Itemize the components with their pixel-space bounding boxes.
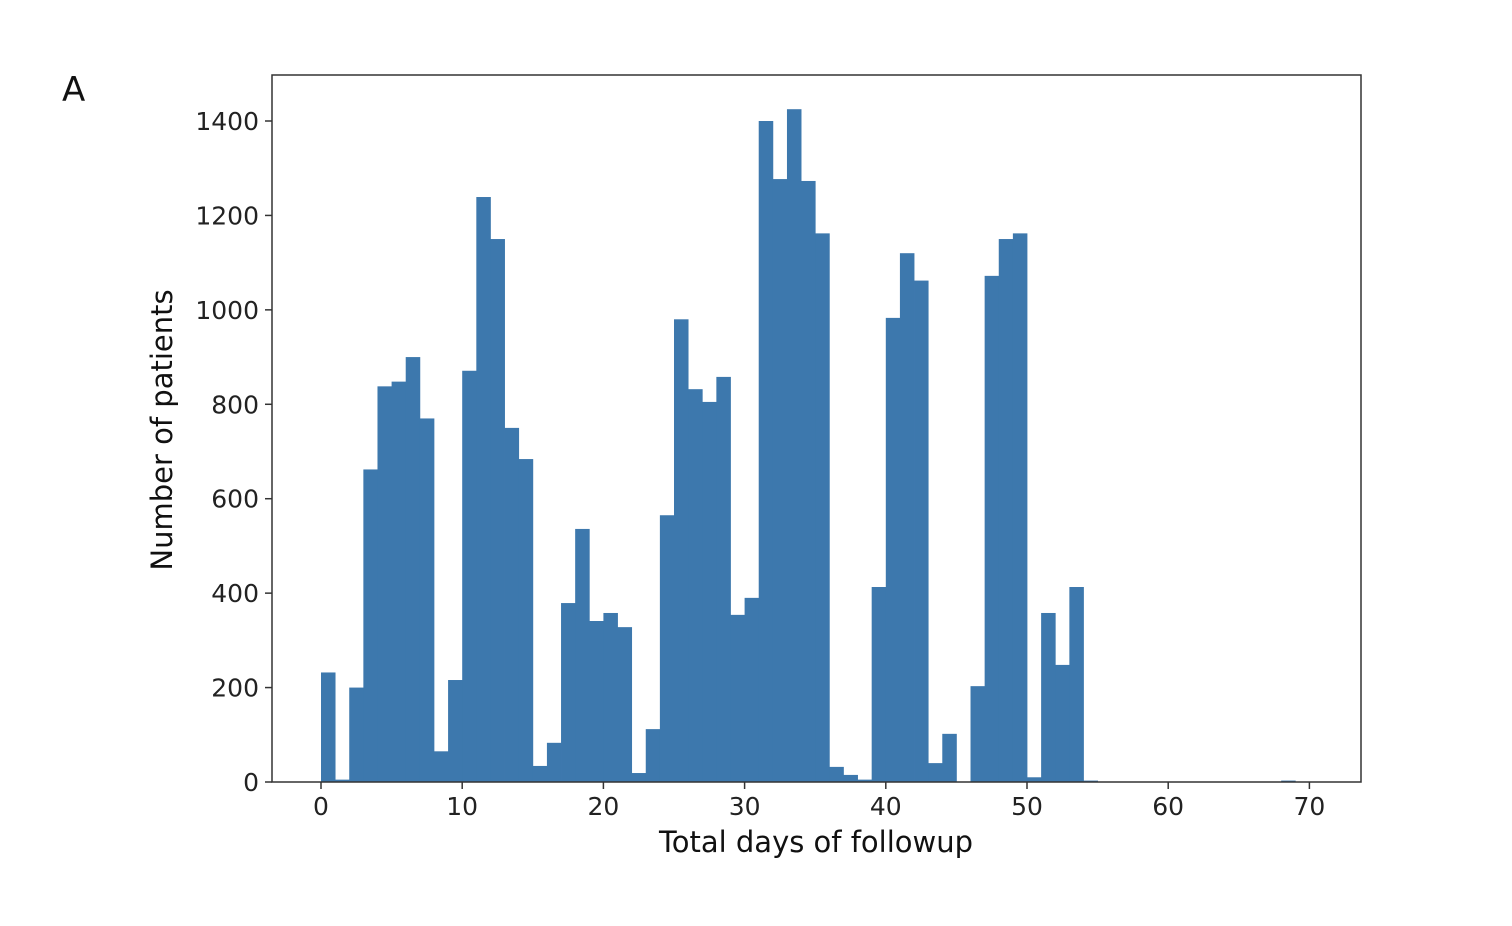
histogram-bar bbox=[688, 389, 703, 782]
histogram-bar bbox=[914, 280, 929, 782]
histogram-bar bbox=[349, 687, 364, 782]
histogram-bar bbox=[871, 587, 887, 782]
x-tick-label: 0 bbox=[313, 792, 329, 821]
histogram-bar bbox=[984, 275, 1000, 782]
histogram-bar bbox=[786, 109, 802, 783]
histogram-bar bbox=[702, 401, 717, 782]
y-tick-label: 0 bbox=[243, 768, 259, 797]
y-tick-label: 200 bbox=[211, 674, 259, 703]
histogram-bar bbox=[1069, 587, 1084, 782]
y-tick-label: 400 bbox=[211, 579, 259, 608]
histogram-bar bbox=[998, 239, 1014, 783]
x-tick-label: 50 bbox=[1011, 792, 1043, 821]
histogram-bar bbox=[801, 180, 816, 782]
histogram-bar bbox=[716, 376, 731, 782]
histogram-bar bbox=[928, 763, 943, 782]
x-axis-title: Total days of followup bbox=[658, 825, 973, 859]
histogram-bar bbox=[321, 672, 336, 782]
histogram-bar bbox=[546, 742, 562, 782]
histogram-bar bbox=[603, 612, 618, 782]
histogram-bar bbox=[1041, 612, 1056, 782]
histogram-bar bbox=[589, 620, 604, 782]
histogram-bar bbox=[476, 197, 491, 782]
histogram-bar bbox=[857, 779, 873, 782]
histogram-bars bbox=[321, 109, 1296, 783]
x-tick-label: 20 bbox=[587, 792, 619, 821]
histogram-bar bbox=[391, 381, 407, 782]
y-tick-label: 800 bbox=[211, 390, 259, 419]
histogram-bar bbox=[885, 317, 901, 782]
histogram-bar bbox=[433, 751, 449, 782]
histogram-bar bbox=[335, 779, 350, 782]
histogram-bar bbox=[899, 253, 915, 782]
histogram-bar bbox=[843, 774, 858, 782]
y-tick-label: 1200 bbox=[195, 201, 259, 230]
histogram-bar bbox=[419, 418, 435, 782]
histogram-bar bbox=[532, 765, 548, 782]
histogram-bar bbox=[575, 528, 590, 782]
histogram-bar bbox=[758, 121, 774, 782]
y-tick-label: 1400 bbox=[195, 107, 259, 136]
histogram-bar bbox=[1027, 777, 1042, 782]
panel-label: A bbox=[62, 70, 86, 110]
histogram-bar bbox=[561, 603, 576, 782]
histogram-bar bbox=[674, 319, 689, 782]
histogram-bar bbox=[1055, 664, 1070, 782]
histogram-bar bbox=[490, 239, 505, 783]
y-tick-label: 600 bbox=[211, 485, 259, 514]
histogram-bar bbox=[829, 766, 844, 782]
histogram-bar bbox=[645, 729, 661, 782]
x-tick-label: 10 bbox=[446, 792, 478, 821]
histogram-bar bbox=[772, 179, 788, 782]
x-tick-label: 60 bbox=[1152, 792, 1184, 821]
x-tick-label: 30 bbox=[729, 792, 761, 821]
x-tick-label: 40 bbox=[870, 792, 902, 821]
y-axis-ticks: 0 200 400 600 800 1000 1200 1400 bbox=[195, 107, 272, 797]
histogram-bar bbox=[363, 469, 378, 782]
histogram-bar bbox=[462, 370, 477, 782]
histogram-bar bbox=[815, 233, 830, 782]
histogram-bar bbox=[377, 386, 392, 782]
histogram-bar bbox=[942, 733, 957, 782]
y-tick-label: 1000 bbox=[195, 296, 259, 325]
histogram-bar bbox=[744, 597, 760, 782]
histogram-bar bbox=[659, 515, 675, 782]
histogram-bar bbox=[617, 627, 633, 782]
histogram-bar bbox=[518, 459, 534, 782]
histogram-bar bbox=[1012, 233, 1028, 782]
x-tick-label: 70 bbox=[1293, 792, 1325, 821]
x-axis-ticks: 0 10 20 30 40 50 60 70 bbox=[313, 782, 1325, 821]
plot-frame bbox=[271, 74, 1362, 783]
histogram-bar bbox=[405, 357, 421, 782]
histogram-bar bbox=[448, 680, 463, 782]
histogram-bar bbox=[970, 686, 986, 782]
y-axis-title: Number of patients bbox=[145, 289, 179, 570]
histogram-bar bbox=[504, 427, 520, 782]
histogram-bar bbox=[631, 773, 647, 782]
histogram-bar bbox=[730, 614, 745, 782]
